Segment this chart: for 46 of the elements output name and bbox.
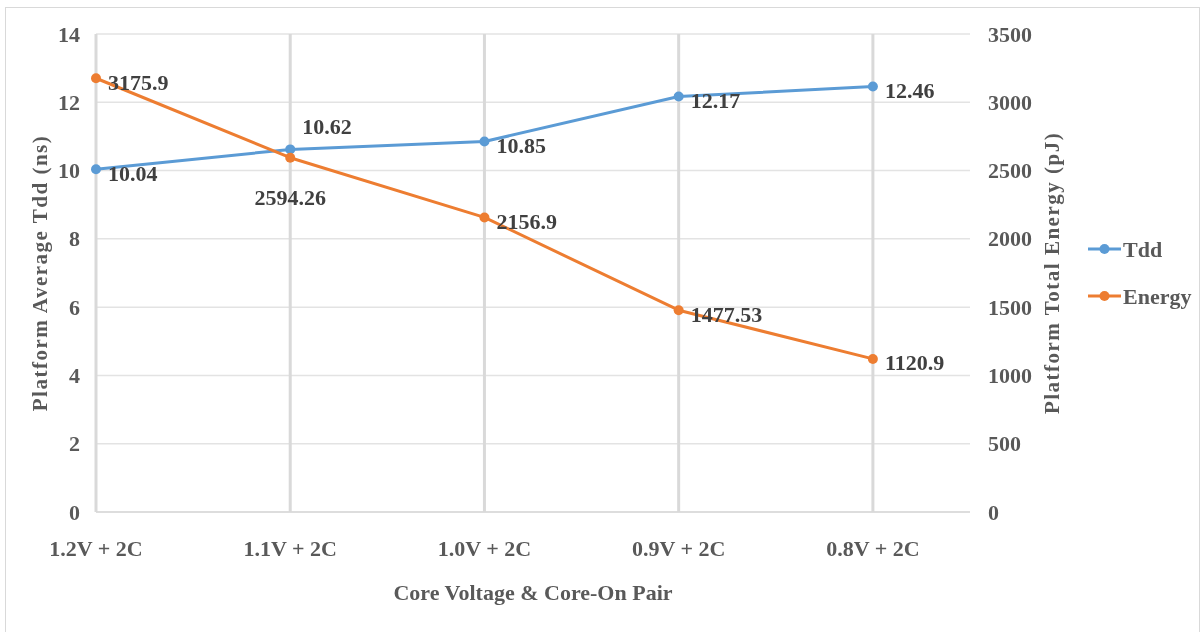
data-label: 2594.26	[254, 185, 326, 211]
y2-tick-label: 0	[988, 499, 999, 525]
point	[673, 305, 684, 316]
y2-tick-label: 1000	[988, 362, 1032, 388]
y-axis-title: Platform Average Tdd (ns)	[28, 134, 52, 412]
point	[285, 152, 296, 163]
x-tick-label: 1.2V + 2C	[49, 535, 143, 561]
data-label: 3175.9	[108, 69, 169, 95]
point	[867, 81, 878, 92]
y2-tick-label: 500	[988, 431, 1021, 457]
y-tick-label: 2	[69, 431, 80, 457]
point	[867, 353, 878, 364]
data-label: 10.62	[302, 113, 352, 139]
legend-label: Tdd	[1123, 236, 1163, 262]
point	[479, 136, 490, 147]
y-tick-label: 10	[58, 158, 80, 184]
data-label: 1120.9	[884, 350, 945, 376]
y-tick-label: 14	[58, 21, 80, 47]
y2-tick-label: 3000	[988, 89, 1032, 115]
y-tick-label: 6	[69, 294, 80, 320]
y2-tick-label: 2000	[988, 226, 1032, 252]
x-tick-label: 1.1V + 2C	[243, 535, 337, 561]
x-axis-title: Core Voltage & Core-On Pair	[393, 579, 673, 605]
y-tick-label: 4	[69, 362, 80, 388]
y-tick-label: 8	[69, 226, 80, 252]
point	[673, 91, 684, 102]
point	[91, 164, 101, 175]
y2-tick-label: 3500	[988, 21, 1032, 47]
point	[91, 73, 101, 84]
y-tick-label: 0	[69, 499, 80, 525]
legend-label: Energy	[1123, 283, 1192, 309]
data-label: 10.85	[496, 133, 546, 159]
point	[479, 212, 490, 223]
point	[285, 144, 296, 155]
y-tick-label: 12	[58, 89, 80, 115]
data-label: 12.46	[884, 78, 935, 104]
x-tick-label: 0.9V + 2C	[631, 535, 726, 561]
data-label: 12.17	[690, 87, 741, 113]
x-tick-label: 1.0V + 2C	[437, 535, 532, 561]
x-tick-label: 0.8V + 2C	[826, 535, 920, 561]
y2-tick-label: 1500	[988, 294, 1032, 320]
y2-axis-title: Platform Total Energy (pJ)	[1040, 131, 1064, 415]
data-label: 2156.9	[496, 208, 557, 234]
y2-tick-label: 2500	[988, 158, 1032, 184]
data-label: 10.04	[108, 160, 158, 186]
data-label: 1477.53	[690, 301, 763, 327]
